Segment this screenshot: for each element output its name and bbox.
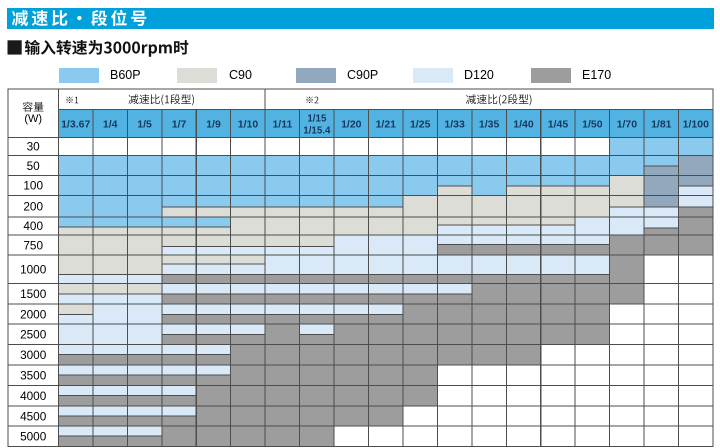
svg-text:750: 750 [23,238,43,252]
svg-text:1/11: 1/11 [272,119,292,131]
svg-text:4500: 4500 [20,409,47,423]
svg-text:1/10: 1/10 [238,119,259,131]
svg-text:3000: 3000 [20,348,47,362]
svg-text:1000: 1000 [20,263,47,277]
svg-text:1/70: 1/70 [617,119,638,131]
svg-text:1/7: 1/7 [172,119,187,131]
svg-text:4000: 4000 [20,389,47,403]
svg-text:1500: 1500 [20,287,47,301]
svg-text:2500: 2500 [20,328,47,342]
svg-text:1/15: 1/15 [307,114,327,125]
svg-text:1/5: 1/5 [137,119,152,131]
svg-text:5000: 5000 [20,429,47,443]
svg-text:1/35: 1/35 [479,119,500,131]
svg-text:1/25: 1/25 [410,119,431,131]
svg-text:400: 400 [23,219,43,233]
svg-text:1/15.4: 1/15.4 [303,126,331,137]
svg-text:200: 200 [23,199,43,213]
svg-text:1/50: 1/50 [582,119,603,131]
svg-text:30: 30 [27,140,41,154]
svg-text:1/100: 1/100 [683,119,709,131]
svg-text:50: 50 [27,159,41,173]
svg-text:1/81: 1/81 [651,119,672,131]
svg-text:1/9: 1/9 [206,119,221,131]
svg-text:1/40: 1/40 [513,119,534,131]
svg-text:1/33: 1/33 [444,119,465,131]
svg-text:(W): (W) [24,113,42,125]
svg-text:1/21: 1/21 [376,119,397,131]
svg-text:3500: 3500 [20,369,47,383]
svg-text:1/20: 1/20 [341,119,362,131]
svg-text:2000: 2000 [20,307,47,321]
svg-text:1/4: 1/4 [103,119,118,131]
svg-text:100: 100 [23,179,43,193]
svg-text:1/45: 1/45 [548,119,569,131]
svg-text:1/3.67: 1/3.67 [61,119,90,131]
